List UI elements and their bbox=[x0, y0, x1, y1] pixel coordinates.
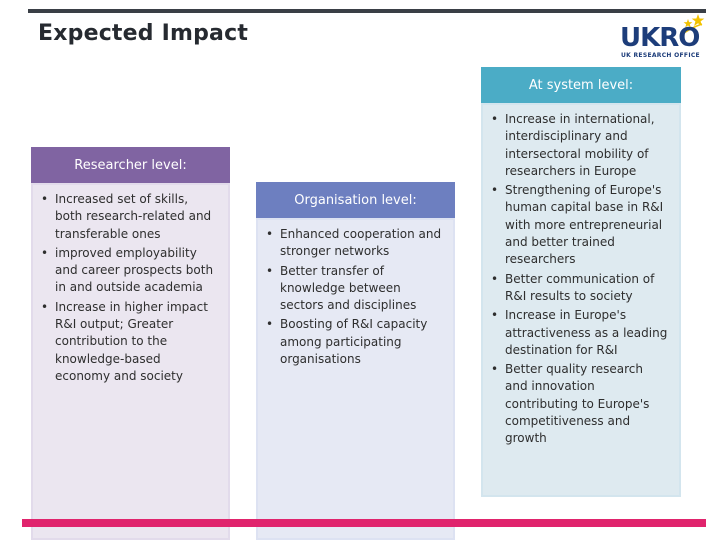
system-level-body: Increase in international, interdiscipli… bbox=[481, 103, 681, 497]
organisation-level-column: Organisation level: Enhanced cooperation… bbox=[256, 182, 455, 540]
logo-wordmark: UKRO bbox=[620, 23, 700, 53]
organisation-bullet-list: Enhanced cooperation and stronger networ… bbox=[264, 226, 443, 368]
organisation-level-body: Enhanced cooperation and stronger networ… bbox=[256, 218, 455, 540]
list-item: Increased set of skills, both research-r… bbox=[39, 191, 218, 243]
list-item: Better quality research and innovation c… bbox=[489, 361, 669, 447]
slide-title: Expected Impact bbox=[38, 21, 249, 46]
list-item: Enhanced cooperation and stronger networ… bbox=[264, 226, 443, 261]
researcher-level-body: Increased set of skills, both research-r… bbox=[31, 183, 230, 540]
system-bullet-list: Increase in international, interdiscipli… bbox=[489, 111, 669, 448]
list-item: Increase in Europe's attractiveness as a… bbox=[489, 307, 669, 359]
organisation-level-heading: Organisation level: bbox=[256, 182, 455, 218]
stars-icon bbox=[679, 14, 705, 37]
researcher-level-heading: Researcher level: bbox=[31, 147, 230, 183]
list-item: Boosting of R&I capacity among participa… bbox=[264, 316, 443, 368]
researcher-bullet-list: Increased set of skills, both research-r… bbox=[39, 191, 218, 385]
system-level-column: At system level: Increase in internation… bbox=[481, 67, 681, 497]
list-item: Increase in higher impact R&I output; Gr… bbox=[39, 299, 218, 385]
list-item: Better transfer of knowledge between sec… bbox=[264, 263, 443, 315]
list-item: Increase in international, interdiscipli… bbox=[489, 111, 669, 180]
top-rule bbox=[28, 9, 706, 13]
list-item: Strengthening of Europe's human capital … bbox=[489, 182, 669, 268]
system-level-heading: At system level: bbox=[481, 67, 681, 103]
logo-subtitle: UK RESEARCH OFFICE bbox=[621, 52, 700, 59]
researcher-level-column: Researcher level: Increased set of skill… bbox=[31, 147, 230, 540]
bottom-accent-bar bbox=[22, 519, 706, 527]
ukro-logo: UKRO UK RESEARCH OFFICE bbox=[620, 14, 706, 64]
list-item: Better communication of R&I results to s… bbox=[489, 271, 669, 306]
list-item: improved employability and career prospe… bbox=[39, 245, 218, 297]
